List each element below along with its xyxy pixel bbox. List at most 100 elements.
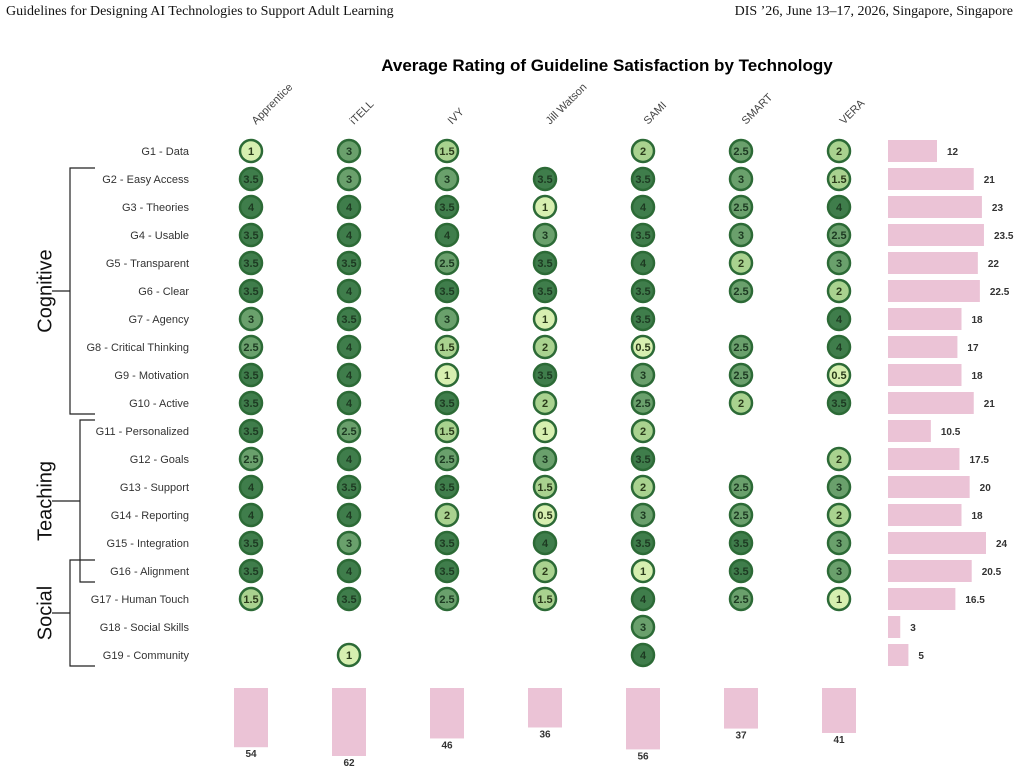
row-total-bar bbox=[888, 420, 931, 442]
rating-circle bbox=[630, 138, 656, 164]
rating-circle bbox=[532, 558, 558, 584]
rating-circle bbox=[434, 222, 460, 248]
column-total-label: 54 bbox=[245, 749, 257, 760]
rating-value: 3.5 bbox=[439, 286, 454, 298]
rating-value: 1.5 bbox=[243, 594, 258, 606]
rating-circle bbox=[826, 138, 852, 164]
rating-circle bbox=[336, 530, 362, 556]
row-label: G17 - Human Touch bbox=[91, 594, 189, 606]
rating-circle bbox=[238, 306, 264, 332]
rating-circle bbox=[434, 306, 460, 332]
rating-value: 3.5 bbox=[243, 286, 258, 298]
row-total-label: 20.5 bbox=[982, 567, 1002, 578]
column-label: VERA bbox=[838, 97, 868, 127]
rating-circle bbox=[826, 474, 852, 500]
rating-circle bbox=[238, 194, 264, 220]
rating-value: 4 bbox=[444, 230, 451, 242]
row-total-label: 16.5 bbox=[965, 595, 985, 606]
rating-circle bbox=[728, 138, 754, 164]
rating-value: 3.5 bbox=[243, 174, 258, 186]
rating-value: 3.5 bbox=[439, 538, 454, 550]
rating-value: 2.5 bbox=[439, 594, 454, 606]
rating-value: 3 bbox=[836, 482, 842, 494]
column-total-bar bbox=[724, 688, 758, 729]
rating-circle bbox=[336, 222, 362, 248]
rating-value: 2.5 bbox=[733, 482, 748, 494]
rating-circle bbox=[532, 474, 558, 500]
rating-circle bbox=[532, 586, 558, 612]
rating-circle bbox=[630, 166, 656, 192]
rating-circle bbox=[532, 446, 558, 472]
rating-value: 2 bbox=[640, 482, 646, 494]
rating-value: 3.5 bbox=[831, 398, 846, 410]
rating-circle bbox=[630, 474, 656, 500]
rating-circle bbox=[826, 194, 852, 220]
rating-circle bbox=[630, 418, 656, 444]
rating-value: 2 bbox=[738, 398, 744, 410]
rating-circle bbox=[728, 362, 754, 388]
rating-circle bbox=[336, 362, 362, 388]
rating-circle bbox=[728, 502, 754, 528]
rating-value: 4 bbox=[346, 342, 353, 354]
rating-value: 3.5 bbox=[635, 286, 650, 298]
rating-circle bbox=[728, 558, 754, 584]
rating-value: 2.5 bbox=[439, 454, 454, 466]
group-bracket bbox=[69, 559, 95, 667]
row-total-label: 21 bbox=[984, 399, 996, 410]
rating-circle bbox=[238, 334, 264, 360]
rating-circle bbox=[336, 558, 362, 584]
column-label: IVY bbox=[446, 106, 467, 127]
rating-circle bbox=[336, 642, 362, 668]
row-total-bar bbox=[888, 588, 956, 610]
rating-circle bbox=[826, 446, 852, 472]
rating-circle bbox=[336, 138, 362, 164]
rating-value: 1.5 bbox=[537, 482, 552, 494]
rating-value: 3.5 bbox=[439, 398, 454, 410]
rating-circle bbox=[434, 390, 460, 416]
rating-circle bbox=[336, 166, 362, 192]
rating-circle bbox=[434, 138, 460, 164]
row-total-bar bbox=[888, 252, 978, 274]
rating-circle bbox=[826, 334, 852, 360]
rating-value: 2.5 bbox=[733, 342, 748, 354]
rating-value: 2 bbox=[836, 286, 842, 298]
column-total-label: 41 bbox=[833, 735, 845, 746]
row-total-bar bbox=[888, 644, 909, 666]
row-total-label: 3 bbox=[910, 623, 916, 634]
rating-value: 4 bbox=[640, 258, 647, 270]
rating-circle bbox=[630, 194, 656, 220]
rating-circle bbox=[336, 278, 362, 304]
group-bracket bbox=[79, 419, 95, 583]
row-label: G10 - Active bbox=[129, 398, 189, 410]
rating-circle bbox=[630, 278, 656, 304]
rating-value: 3.5 bbox=[243, 258, 258, 270]
group-bracket bbox=[69, 167, 95, 415]
rating-value: 3 bbox=[836, 538, 842, 550]
row-total-bar bbox=[888, 168, 974, 190]
rating-circle bbox=[728, 334, 754, 360]
rating-value: 3.5 bbox=[439, 482, 454, 494]
row-total-label: 20 bbox=[980, 483, 992, 494]
rating-value: 3.5 bbox=[537, 258, 552, 270]
rating-circle bbox=[728, 166, 754, 192]
rating-circle bbox=[826, 586, 852, 612]
row-total-bar bbox=[888, 504, 962, 526]
rating-value: 4 bbox=[346, 510, 353, 522]
rating-value: 3 bbox=[346, 174, 352, 186]
group-label: Cognitive bbox=[34, 249, 56, 332]
row-total-bar bbox=[888, 476, 970, 498]
rating-value: 3.5 bbox=[243, 426, 258, 438]
rating-circle bbox=[728, 586, 754, 612]
column-label: iTELL bbox=[348, 98, 377, 127]
rating-circle bbox=[532, 250, 558, 276]
rating-circle bbox=[532, 278, 558, 304]
rating-circle bbox=[728, 250, 754, 276]
rating-value: 2.5 bbox=[635, 398, 650, 410]
rating-value: 4 bbox=[346, 454, 353, 466]
rating-value: 2 bbox=[836, 146, 842, 158]
rating-circle bbox=[532, 194, 558, 220]
rating-circle bbox=[826, 362, 852, 388]
row-total-bar bbox=[888, 392, 974, 414]
column-label: Apprentice bbox=[250, 81, 296, 127]
rating-value: 3.5 bbox=[341, 594, 356, 606]
